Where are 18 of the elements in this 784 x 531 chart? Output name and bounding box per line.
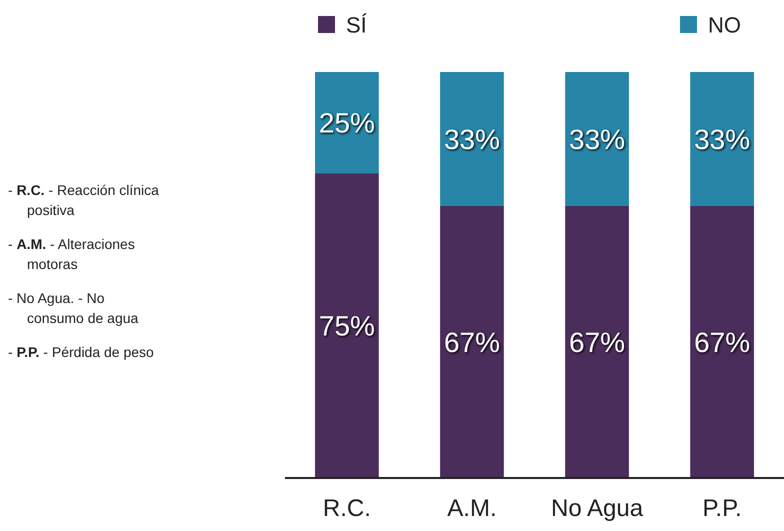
data-label: 33% bbox=[694, 124, 750, 155]
text: - R.C. - Reacción clínica positiva bbox=[8, 182, 160, 218]
x-tick-label: A.M. bbox=[447, 495, 497, 522]
x-tick-label: No Agua bbox=[550, 495, 644, 522]
data-label: 67% bbox=[444, 326, 500, 358]
x-tick-label: P.P. bbox=[702, 495, 742, 522]
data-label: 33% bbox=[444, 124, 500, 155]
x-tick-label: R.C. bbox=[322, 495, 371, 522]
text: - P.P. - Pérdida de peso bbox=[8, 344, 154, 360]
legend-label: NO bbox=[708, 12, 741, 38]
data-label: 67% bbox=[569, 326, 626, 358]
text: - A.M. - Alteraciones motoras bbox=[8, 236, 135, 272]
text: - No Agua. - No consumo de agua bbox=[8, 290, 139, 326]
data-label: 33% bbox=[569, 124, 626, 155]
data-label: 75% bbox=[318, 310, 375, 342]
data-label: 67% bbox=[694, 326, 750, 358]
legend-label: SÍ bbox=[346, 12, 368, 38]
data-label: 25% bbox=[318, 108, 375, 139]
